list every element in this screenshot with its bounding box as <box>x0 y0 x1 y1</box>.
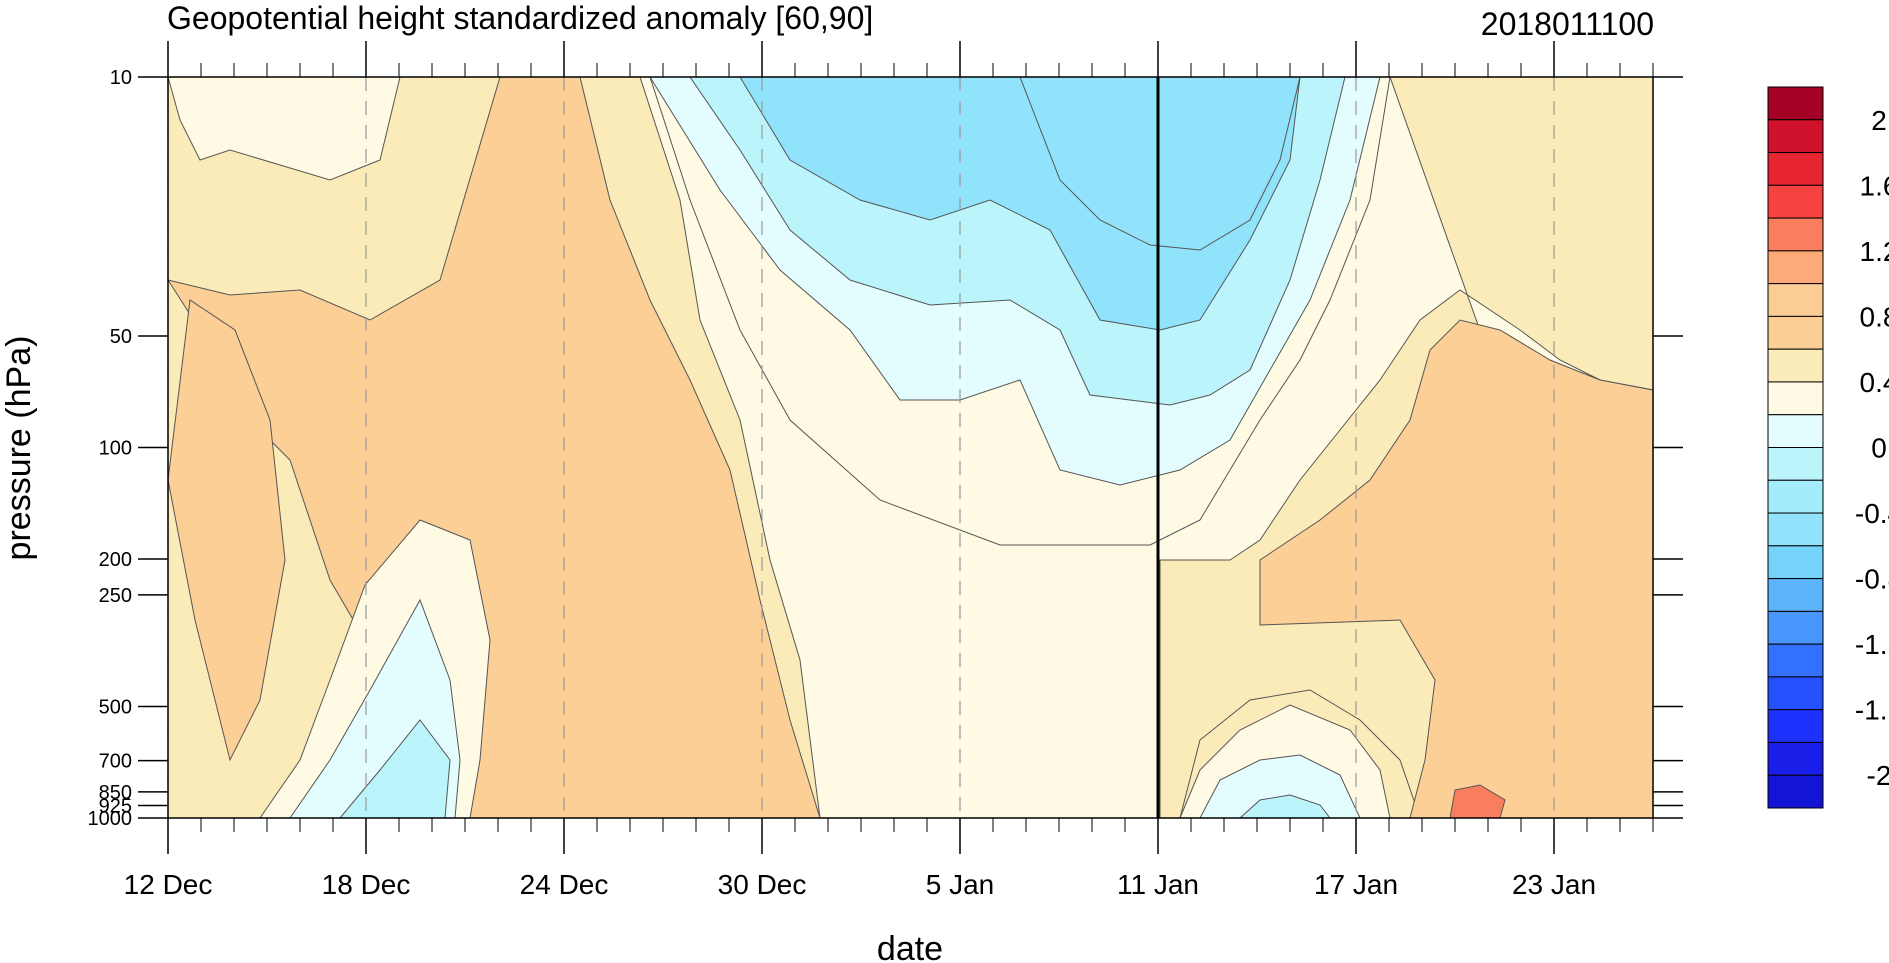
colorbar-swatch <box>1767 414 1824 448</box>
y-tick-label: 50 <box>110 326 132 348</box>
colorbar-label: 0.8 <box>1860 301 1889 332</box>
plot-area <box>167 76 1654 819</box>
colorbar-swatch <box>1767 643 1824 678</box>
contour-region <box>1449 784 1506 818</box>
y-axis-title: pressure (hPa) <box>0 336 38 561</box>
run-label: 2018011100 <box>1481 6 1654 42</box>
x-axis-title: date <box>877 930 943 963</box>
colorbar-label: 1.2 <box>1860 236 1889 267</box>
colorbar-label: 0 <box>1871 433 1887 464</box>
colorbar-swatch <box>1767 512 1824 547</box>
y-tick-label: 10 <box>110 67 132 89</box>
x-tick-label: 30 Dec <box>718 869 807 900</box>
y-tick-label: 250 <box>99 585 132 607</box>
colorbar-swatch <box>1767 86 1824 121</box>
colorbar-swatch <box>1767 676 1824 711</box>
colorbar-label: -1.2 <box>1855 629 1889 660</box>
colorbar-label: -1.6 <box>1855 695 1889 726</box>
x-tick-label: 5 Jan <box>926 869 995 900</box>
x-axis: 12 Dec 18 Dec 24 Dec 30 Dec 5 Jan 11 Jan 17 Ja… <box>124 41 1654 900</box>
colorbar-swatch <box>1767 119 1824 154</box>
contour-region <box>1199 754 1361 818</box>
y-tick-label: 500 <box>99 696 132 718</box>
x-tick-label: 12 Dec <box>124 869 213 900</box>
colorbar-swatch <box>1767 283 1824 317</box>
colorbar-swatch <box>1767 774 1824 809</box>
colorbar-label: 2 <box>1871 105 1887 136</box>
y-tick-label: 100 <box>99 438 132 460</box>
colorbar-swatch <box>1767 184 1824 219</box>
colorbar-swatch <box>1767 545 1824 580</box>
contour-region <box>1259 319 1653 818</box>
colorbar-swatch <box>1767 610 1824 645</box>
x-tick-label: 17 Jan <box>1314 869 1398 900</box>
contour-region <box>1019 77 1301 251</box>
chart-title: Geopotential height standardized anomaly… <box>167 0 873 36</box>
colorbar-swatch <box>1767 348 1824 383</box>
colorbar-swatch <box>1767 479 1824 514</box>
contour-fill-layer <box>168 77 1653 818</box>
colorbar-label: -0.4 <box>1855 498 1889 529</box>
colorbar-label: -0.8 <box>1855 564 1889 595</box>
x-tick-label: 23 Jan <box>1512 869 1596 900</box>
contour-region <box>1239 794 1331 818</box>
y-tick-label: 850 <box>99 782 132 804</box>
contour-region <box>168 299 286 762</box>
y-tick-label: 925 <box>99 795 132 817</box>
contour-region <box>339 719 451 818</box>
x-tick-label: 18 Dec <box>322 869 411 900</box>
colorbar-swatch <box>1767 315 1824 350</box>
y-tick-label: 1000 <box>88 808 133 830</box>
y-tick-label: 200 <box>99 549 132 571</box>
colorbar: 2 1.6 1.2 0.8 0.4 0 -0.4 -0.8 -1.2 -1.6 -2 <box>1767 86 1889 809</box>
contour-region <box>168 77 821 818</box>
colorbar-swatch <box>1767 217 1824 252</box>
colorbar-swatch <box>1767 250 1824 285</box>
colorbar-label: 0.4 <box>1860 367 1889 398</box>
contour-region <box>168 77 401 181</box>
colorbar-swatch <box>1767 447 1824 481</box>
y-tick-label: 700 <box>99 751 132 773</box>
x-tick-label: 24 Dec <box>520 869 609 900</box>
colorbar-label: -2 <box>1867 760 1889 791</box>
colorbar-label: 1.6 <box>1860 170 1889 201</box>
colorbar-swatch <box>1767 578 1824 612</box>
colorbar-swatch <box>1767 709 1824 743</box>
colorbar-swatch <box>1767 381 1824 416</box>
colorbar-swatch <box>1767 741 1824 776</box>
x-tick-label: 11 Jan <box>1117 869 1199 900</box>
colorbar-swatch <box>1767 152 1824 186</box>
